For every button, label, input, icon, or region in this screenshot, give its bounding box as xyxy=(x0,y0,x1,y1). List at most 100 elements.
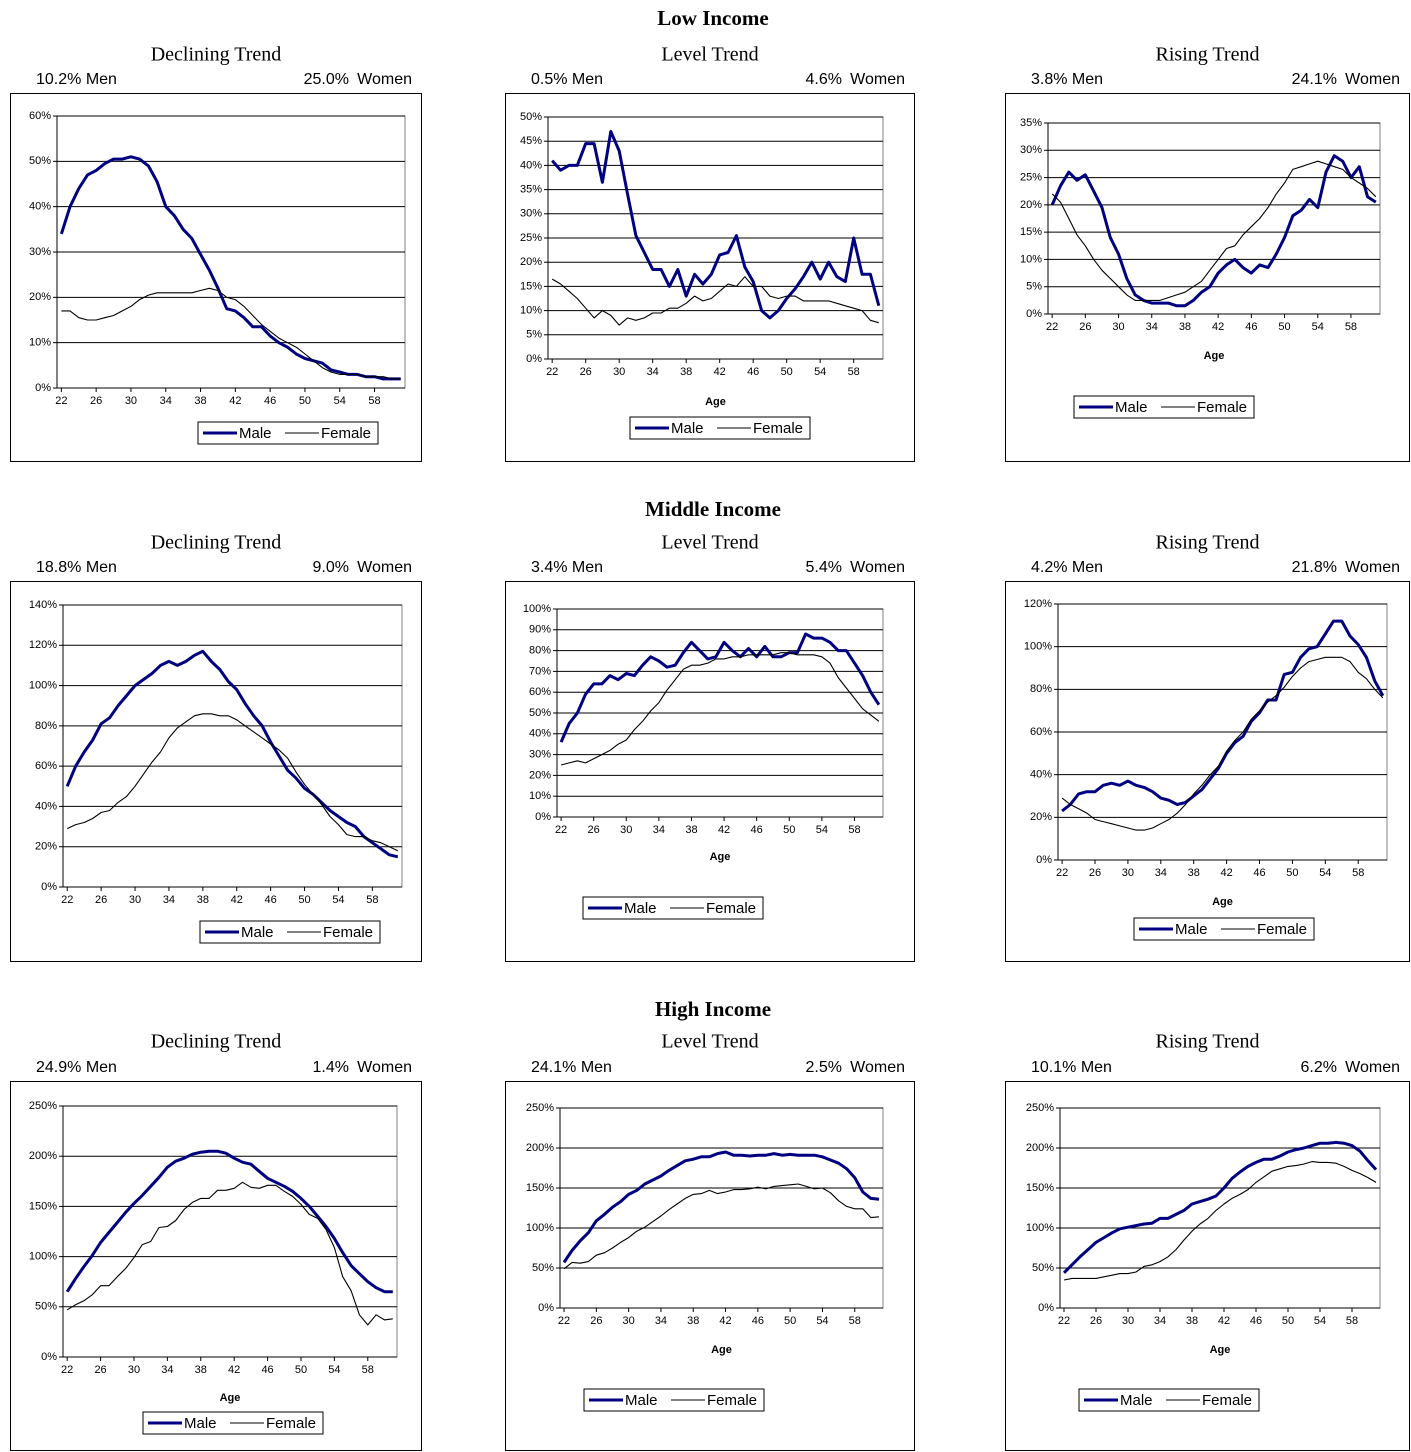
plot-area xyxy=(62,1105,398,1358)
y-tick-label: 120% xyxy=(29,639,57,651)
chart-frame xyxy=(1005,93,1410,462)
y-tick-label: 0% xyxy=(535,811,551,823)
men-stat: 3.4% Men xyxy=(531,559,603,576)
women-stat: 2.5% xyxy=(806,1059,842,1076)
y-tick-label: 0% xyxy=(1036,854,1052,866)
series-line xyxy=(562,1150,880,1264)
legend-label: Female xyxy=(1257,921,1307,938)
y-tick-label: 150% xyxy=(1026,1182,1054,1194)
y-tick-label: 35% xyxy=(520,184,542,196)
x-tick-label: 50 xyxy=(298,894,310,906)
y-tick-label: 200% xyxy=(526,1142,554,1154)
y-tick-label: 30% xyxy=(1020,144,1042,156)
x-tick-label: 34 xyxy=(647,366,659,378)
chart-panel: Declining Trend 18.8% Men 9.0% Women 0% 20% 40… xyxy=(10,532,422,962)
x-tick-label: 46 xyxy=(264,395,276,407)
x-tick-label: 26 xyxy=(1089,867,1101,879)
x-tick-label: 46 xyxy=(265,894,277,906)
x-tick-label: 46 xyxy=(747,366,759,378)
x-tick-label: 38 xyxy=(680,366,692,378)
series-line xyxy=(65,1149,393,1294)
y-tick-label: 150% xyxy=(29,1200,57,1212)
series-line xyxy=(59,155,401,381)
series-line xyxy=(1061,656,1384,831)
x-tick-label: 34 xyxy=(1146,321,1158,333)
y-tick-label: 0% xyxy=(538,1302,554,1314)
x-axis-label: Age xyxy=(710,851,731,863)
y-tick-label: 15% xyxy=(520,280,542,292)
x-tick-label: 50 xyxy=(1286,867,1298,879)
x-tick-label: 38 xyxy=(1179,321,1191,333)
legend-label: Male xyxy=(184,1415,217,1432)
x-tick-label: 38 xyxy=(194,395,206,407)
x-tick-label: 38 xyxy=(197,894,209,906)
x-tick-label: 58 xyxy=(1346,1315,1358,1327)
chart-panel: Level Trend 24.1% Men 2.5% Women 0% 50% 100% 15… xyxy=(505,1031,915,1451)
x-tick-label: 50 xyxy=(299,395,311,407)
chart-frame xyxy=(505,1081,915,1451)
series-line xyxy=(551,130,881,320)
x-tick-label: 42 xyxy=(1212,321,1224,333)
y-tick-label: 100% xyxy=(1026,1222,1054,1234)
chart-subtitle: Rising Trend xyxy=(1156,532,1260,554)
men-stat: 24.1% Men xyxy=(531,1059,612,1076)
x-tick-label: 22 xyxy=(1046,321,1058,333)
x-tick-label: 22 xyxy=(61,1364,73,1376)
y-tick-label: 50% xyxy=(520,111,542,123)
x-tick-label: 50 xyxy=(783,824,795,836)
x-tick-label: 58 xyxy=(1352,867,1364,879)
y-tick-label: 50% xyxy=(35,1301,57,1313)
x-tick-label: 42 xyxy=(231,894,243,906)
women-stat: 1.4% xyxy=(313,1059,349,1076)
x-tick-label: 34 xyxy=(1155,867,1167,879)
x-tick-label: 54 xyxy=(816,1315,828,1327)
y-tick-label: 10% xyxy=(529,790,551,802)
x-tick-label: 46 xyxy=(1250,1315,1262,1327)
x-tick-label: 26 xyxy=(588,824,600,836)
y-tick-label: 60% xyxy=(35,760,57,772)
x-tick-label: 34 xyxy=(163,894,175,906)
chart-subtitle: Level Trend xyxy=(661,532,758,554)
y-tick-label: 100% xyxy=(29,1251,57,1263)
y-tick-label: 250% xyxy=(1026,1102,1054,1114)
women-label: Women xyxy=(357,559,412,576)
chart-panel: Level Trend 0.5% Men 4.6% Women 0% 5% 10% 15% 20… xyxy=(505,44,915,462)
women-label: Women xyxy=(1345,1059,1400,1076)
y-tick-label: 20% xyxy=(29,291,51,303)
series-line xyxy=(1062,1140,1378,1274)
x-tick-label: 54 xyxy=(334,395,346,407)
x-axis-label: Age xyxy=(1210,1344,1231,1356)
chart-panel: Rising Trend 10.1% Men 6.2% Women 0% 50% 100% 1… xyxy=(1005,1031,1410,1451)
legend-label: Male xyxy=(625,1392,658,1409)
x-tick-label: 26 xyxy=(90,395,102,407)
x-tick-label: 54 xyxy=(1319,867,1331,879)
men-stat: 0.5% Men xyxy=(531,71,603,88)
women-stat: 5.4% xyxy=(806,559,842,576)
series-line xyxy=(1050,154,1377,308)
chart-frame xyxy=(1005,581,1410,962)
x-tick-label: 46 xyxy=(751,824,763,836)
y-tick-label: 40% xyxy=(520,159,542,171)
x-tick-label: 34 xyxy=(1154,1315,1166,1327)
x-tick-label: 26 xyxy=(1079,321,1091,333)
y-tick-label: 90% xyxy=(529,624,551,636)
chart-panel: Declining Trend 10.2% Men 25.0% Women 0% 10% 2… xyxy=(10,44,422,462)
x-tick-label: 26 xyxy=(95,894,107,906)
plot-area xyxy=(62,604,403,888)
x-tick-label: 38 xyxy=(687,1315,699,1327)
chart-frame xyxy=(1005,1081,1410,1451)
y-tick-label: 25% xyxy=(1020,171,1042,183)
y-tick-label: 60% xyxy=(29,110,51,122)
x-tick-label: 58 xyxy=(1345,321,1357,333)
section-title: High Income xyxy=(655,997,771,1021)
y-tick-label: 200% xyxy=(29,1150,57,1162)
x-tick-label: 54 xyxy=(1312,321,1324,333)
y-tick-label: 40% xyxy=(1030,769,1052,781)
x-axis-label: Age xyxy=(1204,350,1225,362)
y-tick-label: 0% xyxy=(526,353,542,365)
y-tick-label: 25% xyxy=(520,232,542,244)
legend-label: Female xyxy=(323,924,373,941)
y-tick-label: 20% xyxy=(1030,811,1052,823)
y-tick-label: 0% xyxy=(1038,1302,1054,1314)
y-tick-label: 20% xyxy=(520,256,542,268)
